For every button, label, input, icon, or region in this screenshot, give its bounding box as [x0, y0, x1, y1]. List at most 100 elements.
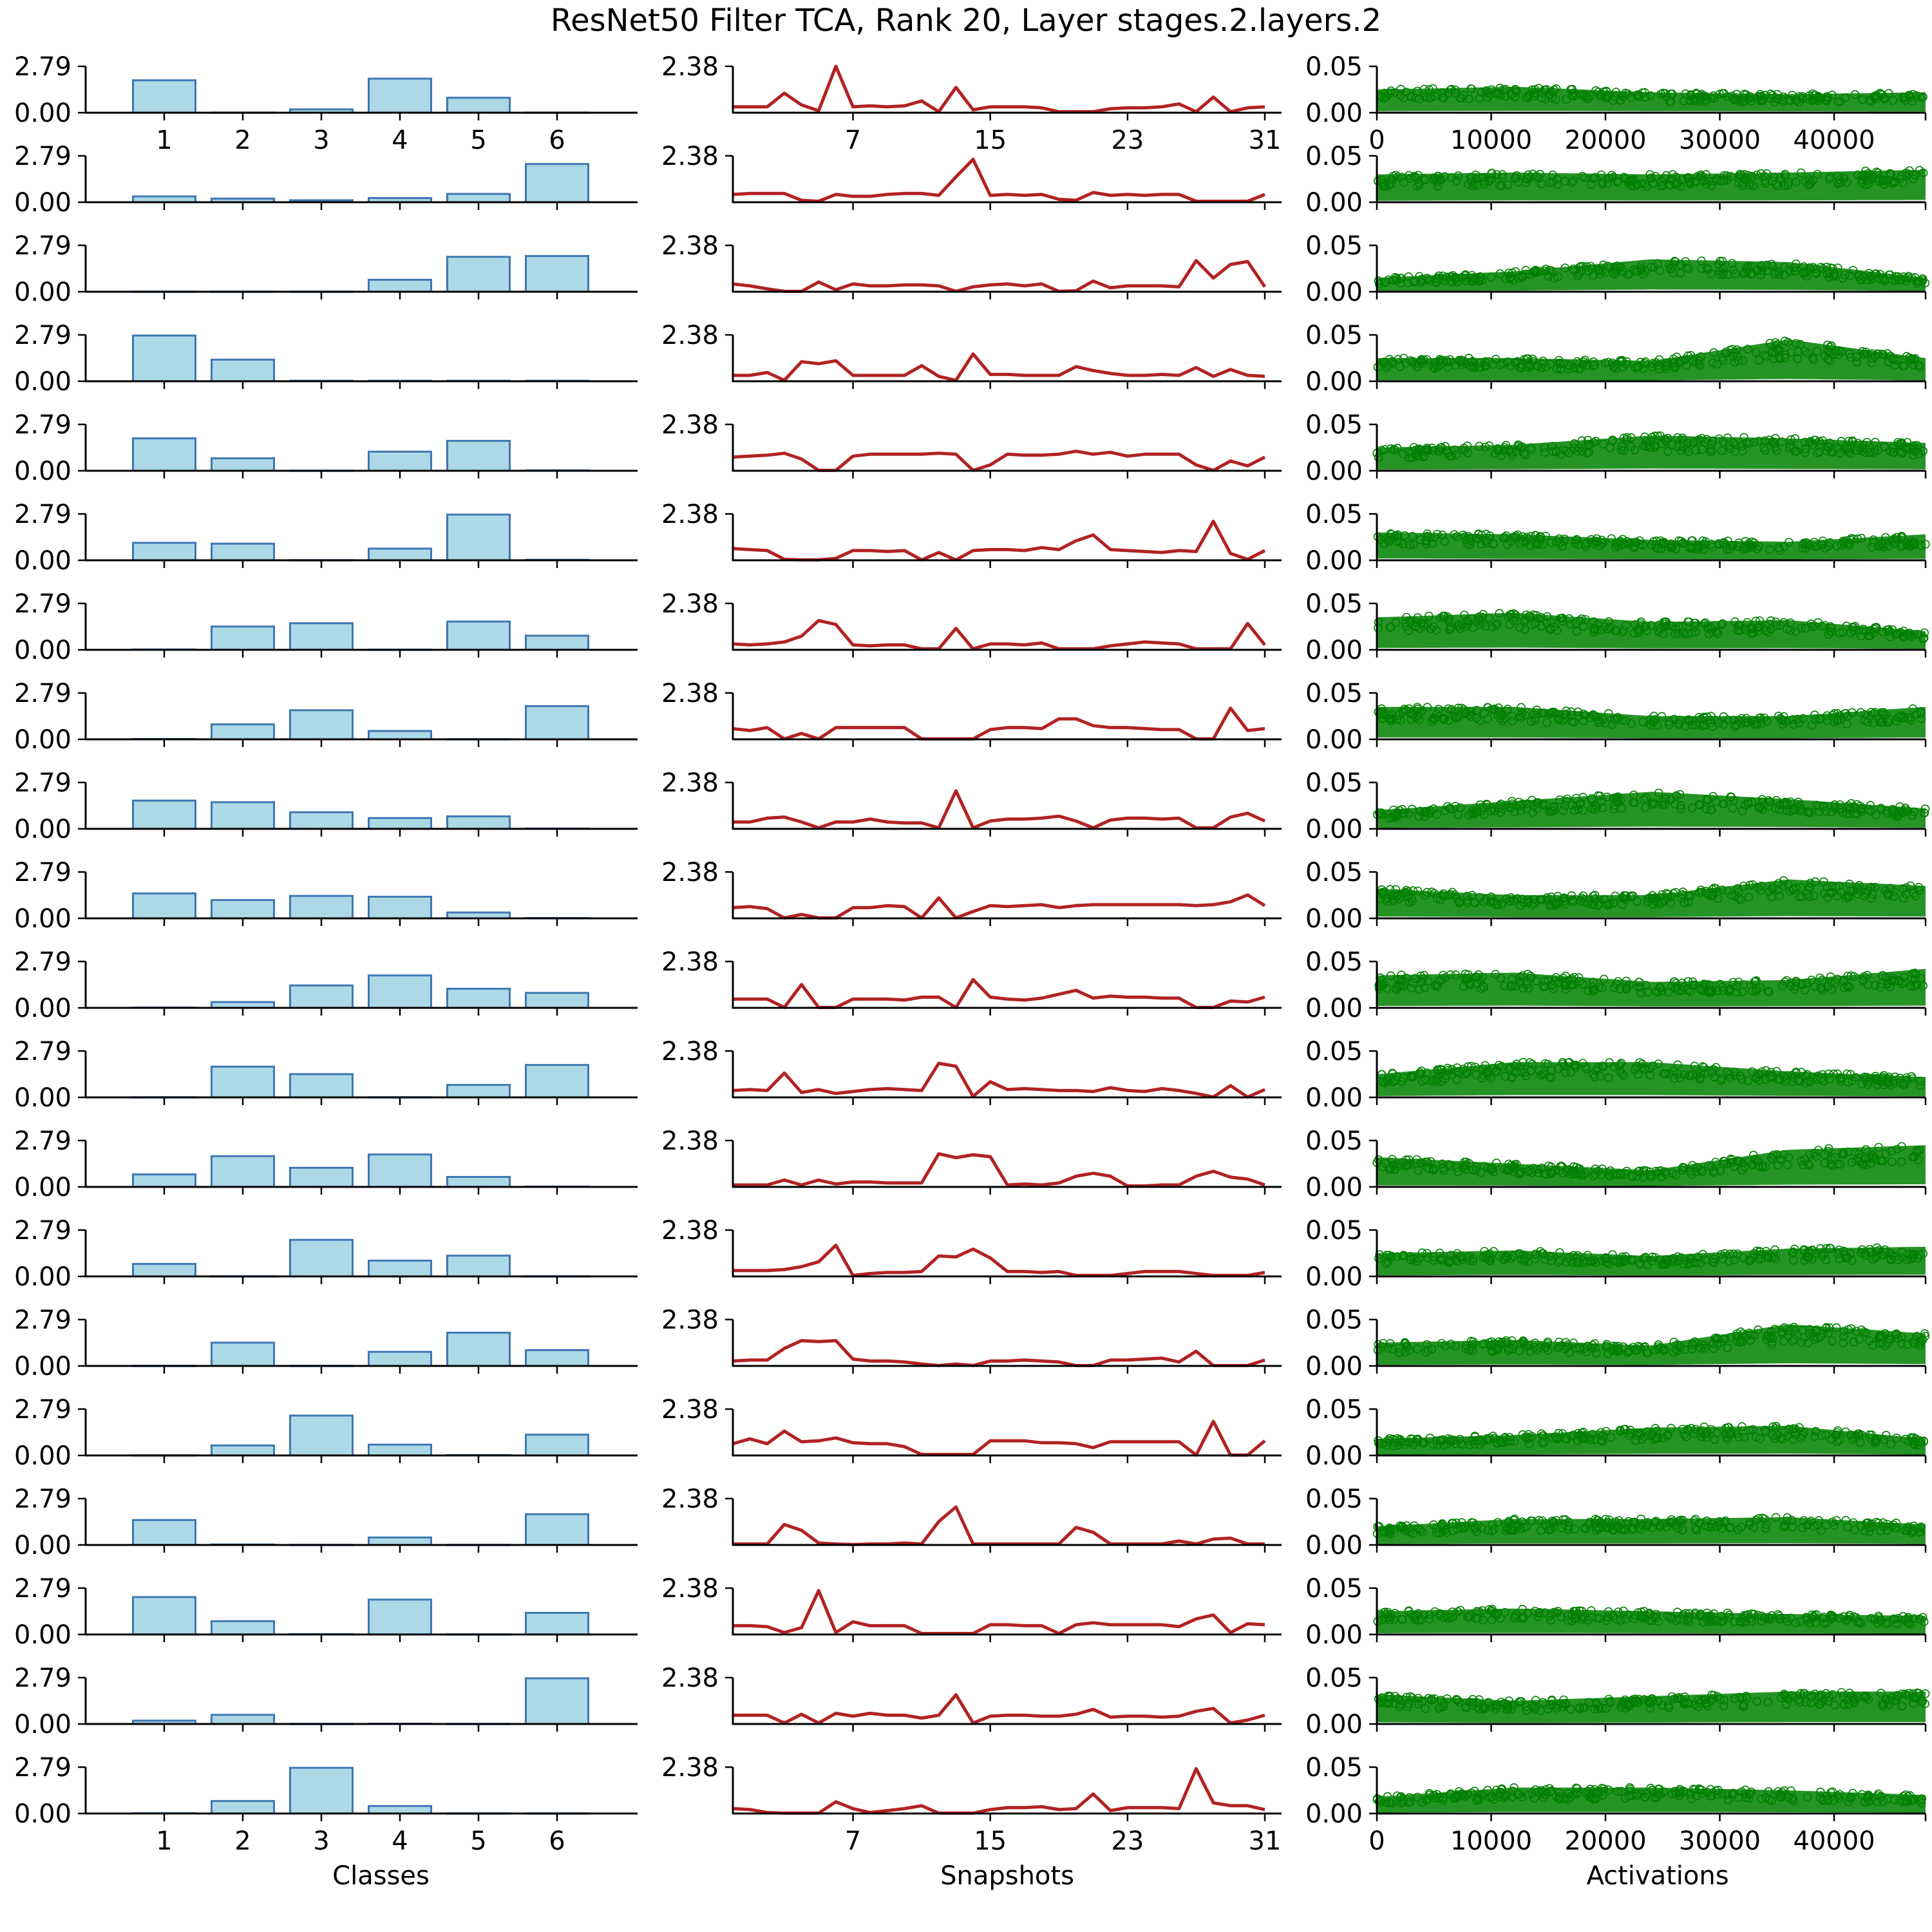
class-bar: [211, 723, 275, 741]
activation-point: [1397, 274, 1406, 283]
y-tick-label: 0.05: [1305, 1126, 1363, 1156]
activation-point: [1530, 268, 1539, 278]
activation-point: [1466, 712, 1475, 721]
activation-point: [1742, 714, 1751, 723]
activation-point: [1491, 88, 1501, 98]
y-tick-label: 0.05: [1305, 1395, 1363, 1425]
activation-point: [1411, 622, 1420, 631]
activation-point: [1434, 447, 1443, 457]
activation-point: [1786, 618, 1795, 628]
activation-point: [1801, 623, 1810, 633]
activation-point: [1455, 93, 1464, 103]
activation-point: [1415, 624, 1424, 633]
class-bar: [525, 1064, 589, 1099]
activation-point: [1484, 613, 1493, 623]
activation-point: [1799, 262, 1808, 272]
snapshot-series-line: [733, 352, 1265, 382]
activation-point: [1604, 617, 1613, 627]
y-tick-label: 0.00: [1305, 636, 1363, 665]
x-tick-label: 0: [1368, 126, 1385, 155]
activation-point: [1870, 448, 1879, 457]
class-bar: [368, 450, 432, 472]
class-bar: [132, 1263, 196, 1278]
activation-point: [1868, 718, 1878, 728]
activation-point: [1674, 720, 1683, 729]
activation-point: [1745, 439, 1754, 448]
activation-point: [1649, 537, 1658, 546]
activation-point: [1743, 718, 1752, 728]
activation-point: [1692, 90, 1702, 99]
activation-point: [1461, 359, 1470, 368]
activation-point: [1515, 623, 1524, 632]
activation-point: [1692, 177, 1701, 187]
activation-point: [1508, 716, 1517, 726]
x-tick-label: 2: [234, 126, 251, 155]
activation-point: [1661, 620, 1670, 629]
activation-point: [1897, 439, 1907, 448]
activation-point: [1399, 354, 1408, 363]
activation-point: [1647, 621, 1656, 630]
activation-point: [1609, 173, 1618, 182]
activation-point: [1378, 714, 1387, 723]
y-tick-label: 2.38: [661, 947, 719, 977]
activation-point: [1503, 180, 1513, 189]
activation-point: [1730, 95, 1739, 104]
activation-point: [1459, 356, 1468, 366]
activation-point: [1545, 709, 1555, 719]
activation-point: [1918, 168, 1928, 178]
activation-point: [1837, 437, 1846, 446]
activation-point: [1591, 625, 1600, 634]
x-tick-label: 6: [549, 126, 565, 155]
activation-point: [1772, 344, 1782, 354]
activation-point: [1799, 540, 1808, 549]
activation-point: [1686, 350, 1696, 360]
activation-point: [1417, 445, 1426, 455]
activation-point: [1663, 447, 1672, 456]
activation-point: [1610, 263, 1619, 273]
class-bar: [525, 992, 589, 1009]
activation-point: [1714, 539, 1723, 549]
y-tick-label: 2.79: [14, 321, 71, 350]
activation-point: [1752, 170, 1761, 180]
activation-point: [1393, 444, 1402, 453]
activation-point: [1909, 630, 1918, 639]
activation-point: [1603, 178, 1613, 188]
activation-point: [1703, 265, 1712, 274]
activation-point: [1694, 545, 1703, 554]
activation-point: [1439, 715, 1448, 724]
y-tick-label: 2.79: [14, 142, 71, 171]
class-bar: [446, 1176, 511, 1188]
activation-point: [1738, 446, 1747, 456]
activation-point: [1813, 346, 1822, 356]
activation-point: [1692, 437, 1701, 446]
activation-point: [1786, 435, 1795, 444]
snapshot-line-subplot: 2.38: [661, 410, 1282, 478]
activation-point: [1769, 439, 1779, 448]
activation-point: [1755, 714, 1764, 723]
activation-point: [1911, 354, 1920, 363]
y-tick-label: 0.00: [14, 1262, 71, 1292]
y-tick-label: 0.00: [1305, 1173, 1363, 1202]
activation-point: [1811, 268, 1820, 278]
activation-point: [1481, 357, 1490, 366]
class-bar-subplot: 2.790.00: [14, 589, 638, 665]
activation-point: [1918, 446, 1927, 456]
snapshot-line-subplot: 2.387 15 23 31: [661, 52, 1282, 155]
activation-point: [1733, 352, 1742, 361]
activation-point: [1534, 173, 1544, 183]
activation-point: [1883, 349, 1892, 358]
activation-point: [1461, 276, 1470, 285]
activation-point: [1896, 628, 1905, 637]
activation-point: [1658, 177, 1667, 187]
activation-point: [1640, 622, 1649, 632]
class-bar: [211, 625, 275, 651]
activation-point: [1382, 363, 1391, 372]
activation-point: [1676, 260, 1685, 269]
activation-point: [1518, 532, 1527, 542]
activation-point: [1555, 534, 1564, 544]
class-bar: [368, 1536, 432, 1546]
y-tick-label: 2.79: [14, 679, 71, 708]
activation-point: [1637, 266, 1646, 276]
activation-point: [1784, 265, 1794, 274]
activation-point: [1739, 269, 1748, 278]
